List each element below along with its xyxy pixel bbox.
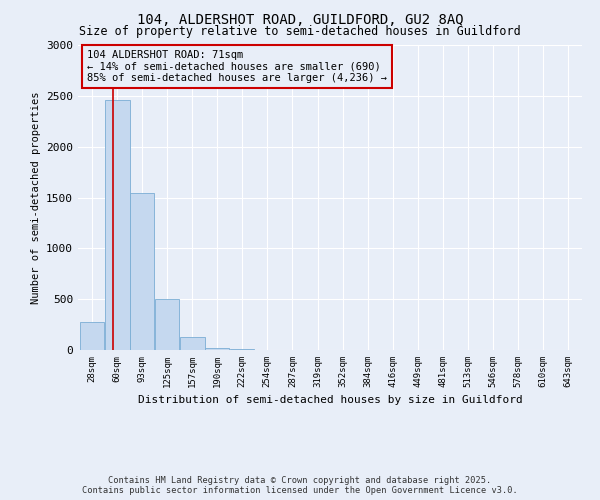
X-axis label: Distribution of semi-detached houses by size in Guildford: Distribution of semi-detached houses by … — [137, 396, 523, 406]
Bar — [80, 322, 104, 350]
Bar — [104, 100, 130, 350]
Text: 104 ALDERSHOT ROAD: 71sqm
← 14% of semi-detached houses are smaller (690)
85% of: 104 ALDERSHOT ROAD: 71sqm ← 14% of semi-… — [87, 50, 387, 84]
Y-axis label: Number of semi-detached properties: Number of semi-detached properties — [31, 91, 41, 304]
Bar — [130, 194, 154, 350]
Text: Contains HM Land Registry data © Crown copyright and database right 2025.
Contai: Contains HM Land Registry data © Crown c… — [82, 476, 518, 495]
Bar — [205, 348, 229, 350]
Bar — [155, 299, 179, 350]
Text: 104, ALDERSHOT ROAD, GUILDFORD, GU2 8AQ: 104, ALDERSHOT ROAD, GUILDFORD, GU2 8AQ — [137, 12, 463, 26]
Bar — [179, 337, 205, 350]
Text: Size of property relative to semi-detached houses in Guildford: Size of property relative to semi-detach… — [79, 25, 521, 38]
